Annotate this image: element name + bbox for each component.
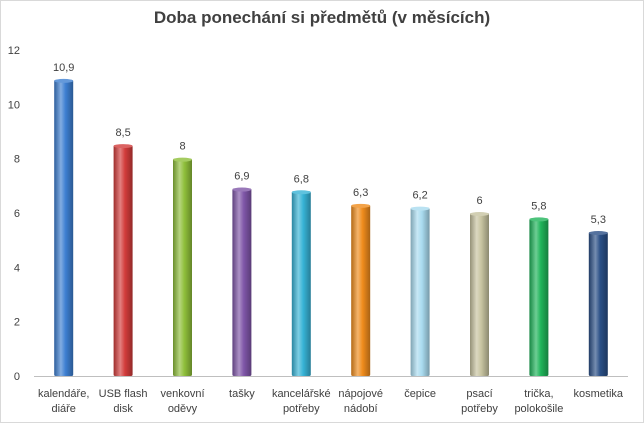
data-label: 6,2 bbox=[412, 190, 427, 202]
bar bbox=[351, 204, 371, 376]
data-label: 6,8 bbox=[294, 173, 309, 185]
chart-title: Doba ponechání si předmětů (v měsících) bbox=[153, 8, 491, 27]
category-label: kancelářské potřeby bbox=[272, 388, 331, 415]
bar-cap bbox=[588, 231, 608, 236]
y-tick-label: 10 bbox=[8, 99, 20, 111]
data-label: 5,8 bbox=[531, 200, 546, 212]
y-tick-label: 2 bbox=[14, 317, 20, 329]
bar-cap bbox=[54, 78, 74, 83]
category-label: psací potřeby bbox=[461, 388, 498, 415]
y-tick-label: 8 bbox=[14, 154, 20, 166]
category-label: venkovní oděvy bbox=[160, 388, 204, 415]
bar-cap bbox=[410, 206, 430, 211]
data-label: 6,9 bbox=[234, 171, 249, 183]
bar-cap bbox=[470, 212, 489, 216]
category-label: USB flash disk bbox=[99, 388, 148, 415]
category-label: nápojové nádobí bbox=[338, 388, 383, 415]
category-label: čepice bbox=[404, 388, 436, 400]
bar-cap bbox=[232, 187, 252, 192]
bar bbox=[529, 218, 549, 376]
category-label: kalendáře, diáře bbox=[38, 388, 89, 415]
bar bbox=[470, 213, 489, 376]
data-label: 8 bbox=[179, 141, 185, 153]
bar bbox=[588, 232, 608, 376]
y-tick-label: 6 bbox=[14, 208, 20, 220]
y-tick-label: 0 bbox=[14, 371, 20, 383]
data-label: 6,3 bbox=[353, 187, 368, 199]
bar-cap bbox=[529, 217, 549, 222]
data-label: 10,9 bbox=[53, 62, 74, 74]
y-tick-label: 12 bbox=[8, 45, 20, 57]
data-label: 8,5 bbox=[115, 127, 130, 139]
bar-cap bbox=[113, 144, 133, 149]
bar bbox=[113, 145, 133, 376]
bar bbox=[173, 158, 192, 376]
data-label: 5,3 bbox=[591, 214, 606, 226]
bar bbox=[410, 207, 430, 376]
bar-cap bbox=[351, 203, 371, 208]
category-label: tašky bbox=[229, 388, 255, 400]
category-label: kosmetika bbox=[574, 388, 624, 400]
category-label: trička, polokošile bbox=[514, 388, 563, 415]
bar bbox=[232, 188, 252, 376]
data-label: 6 bbox=[476, 195, 482, 207]
bar-cap bbox=[173, 157, 192, 162]
y-tick-label: 4 bbox=[14, 262, 20, 274]
bar bbox=[291, 191, 311, 376]
bar-cap bbox=[291, 190, 311, 195]
bar bbox=[54, 79, 74, 376]
